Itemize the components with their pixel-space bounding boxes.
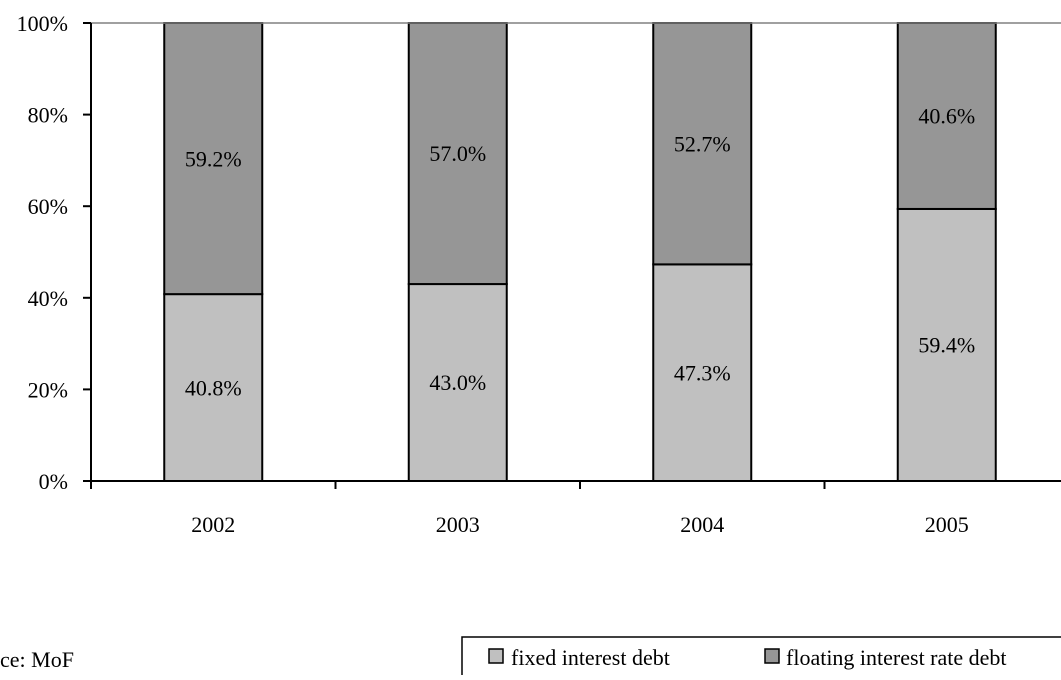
data-label: 43.0%	[429, 370, 486, 395]
y-tick-label: 100%	[17, 11, 68, 36]
legend-swatch-fixed	[488, 648, 504, 664]
y-tick-label: 60%	[28, 194, 68, 219]
y-tick-label: 0%	[39, 469, 68, 494]
source-note: ce: MoF	[0, 647, 74, 672]
x-tick-label: 2003	[436, 512, 480, 537]
data-label: 47.3%	[674, 360, 731, 385]
y-tick-label: 40%	[28, 286, 68, 311]
plot-area: 40.8% 59.2% 43.0% 57.0% 47.3% 52.7% 59.4% 40.6%	[163, 22, 997, 482]
data-label: 40.6%	[918, 104, 975, 129]
data-label: 59.2%	[185, 146, 242, 171]
bar-segment-floating-2005	[896, 22, 997, 210]
legend-label-floating: floating interest rate debt	[786, 645, 1007, 670]
legend-box	[461, 636, 1061, 680]
data-label: 52.7%	[674, 131, 731, 156]
bar-segment-fixed-2002	[163, 293, 264, 482]
y-tick-label: 20%	[28, 377, 68, 402]
data-label: 40.8%	[185, 375, 242, 400]
x-tick-label: 2004	[680, 512, 724, 537]
data-label: 57.0%	[429, 141, 486, 166]
data-label: 59.4%	[918, 333, 975, 358]
axes: 2002 2003 2004 2005 0% 20% 40% 60% 80% 100%	[17, 11, 1061, 537]
x-tick-label: 2002	[191, 512, 235, 537]
bar-segment-floating-2003	[407, 22, 508, 286]
x-tick-label: 2005	[925, 512, 969, 537]
legend-label-fixed: fixed interest debt	[511, 645, 670, 670]
bar-segment-floating-2002	[163, 22, 264, 296]
legend-swatch-floating	[764, 648, 780, 664]
y-tick-label: 80%	[28, 103, 68, 128]
legend: fixed interest debt floating interest rat…	[461, 636, 1061, 680]
bar-segment-floating-2004	[652, 22, 753, 266]
